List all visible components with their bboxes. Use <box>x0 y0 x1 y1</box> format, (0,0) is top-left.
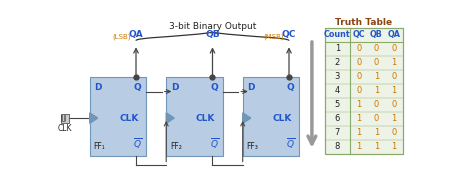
Text: QB: QB <box>205 30 220 39</box>
Text: 1: 1 <box>356 128 361 137</box>
Text: 0: 0 <box>356 58 361 67</box>
Text: 0: 0 <box>374 44 379 53</box>
Text: Truth Table: Truth Table <box>335 18 392 27</box>
Bar <box>325 28 403 154</box>
Text: 7: 7 <box>335 128 340 137</box>
Text: QC: QC <box>352 30 365 39</box>
Text: 0: 0 <box>391 100 397 109</box>
Text: Q: Q <box>287 83 294 92</box>
Text: 1: 1 <box>391 86 397 95</box>
Text: D: D <box>247 83 255 92</box>
Text: 0: 0 <box>374 58 379 67</box>
Text: 1: 1 <box>335 44 340 53</box>
Text: 1: 1 <box>391 114 397 123</box>
Polygon shape <box>90 113 98 123</box>
Bar <box>325 28 403 154</box>
FancyBboxPatch shape <box>90 77 146 156</box>
Text: 0: 0 <box>391 72 397 81</box>
Text: 1: 1 <box>374 72 379 81</box>
FancyBboxPatch shape <box>166 77 223 156</box>
Text: 0: 0 <box>356 86 361 95</box>
Text: CLK: CLK <box>272 113 291 122</box>
Text: 1: 1 <box>356 142 361 151</box>
FancyBboxPatch shape <box>243 77 299 156</box>
Text: 1: 1 <box>391 58 397 67</box>
Text: FF₁: FF₁ <box>94 142 105 151</box>
Text: (LSB): (LSB) <box>112 34 131 40</box>
Text: $\overline{Q}$: $\overline{Q}$ <box>210 136 219 151</box>
Text: 0: 0 <box>356 72 361 81</box>
Text: QA: QA <box>129 30 143 39</box>
Text: 0: 0 <box>391 44 397 53</box>
Text: 5: 5 <box>335 100 340 109</box>
Text: 0: 0 <box>374 114 379 123</box>
Text: 4: 4 <box>335 86 340 95</box>
Text: 8: 8 <box>335 142 340 151</box>
Text: Q: Q <box>210 83 218 92</box>
Text: QB: QB <box>370 30 383 39</box>
Text: 2: 2 <box>335 58 340 67</box>
Text: 1: 1 <box>374 128 379 137</box>
Text: Q: Q <box>133 83 141 92</box>
Text: CLK: CLK <box>119 113 139 122</box>
Bar <box>61 113 69 123</box>
Text: 3: 3 <box>335 72 340 81</box>
Text: CLK: CLK <box>196 113 215 122</box>
Text: D: D <box>94 83 102 92</box>
Text: D: D <box>171 83 179 92</box>
Text: 1: 1 <box>374 86 379 95</box>
Text: 1: 1 <box>391 142 397 151</box>
Text: $\overline{Q}$: $\overline{Q}$ <box>133 136 142 151</box>
Text: QC: QC <box>282 30 296 39</box>
Text: 0: 0 <box>391 128 397 137</box>
Text: $\overline{Q}$: $\overline{Q}$ <box>286 136 296 151</box>
Text: 6: 6 <box>335 114 340 123</box>
Text: FF₃: FF₃ <box>246 142 258 151</box>
Text: (MSB): (MSB) <box>263 34 283 40</box>
Text: 1: 1 <box>356 100 361 109</box>
Polygon shape <box>166 113 174 123</box>
Text: FF₂: FF₂ <box>170 142 182 151</box>
Text: 1: 1 <box>374 142 379 151</box>
Text: 0: 0 <box>356 44 361 53</box>
Text: CLK: CLK <box>57 124 72 133</box>
Text: 1: 1 <box>356 114 361 123</box>
Text: QA: QA <box>387 30 400 39</box>
Text: 0: 0 <box>374 100 379 109</box>
Text: Count: Count <box>324 30 351 39</box>
Text: 3-bit Binary Output: 3-bit Binary Output <box>169 22 256 31</box>
Polygon shape <box>243 113 251 123</box>
